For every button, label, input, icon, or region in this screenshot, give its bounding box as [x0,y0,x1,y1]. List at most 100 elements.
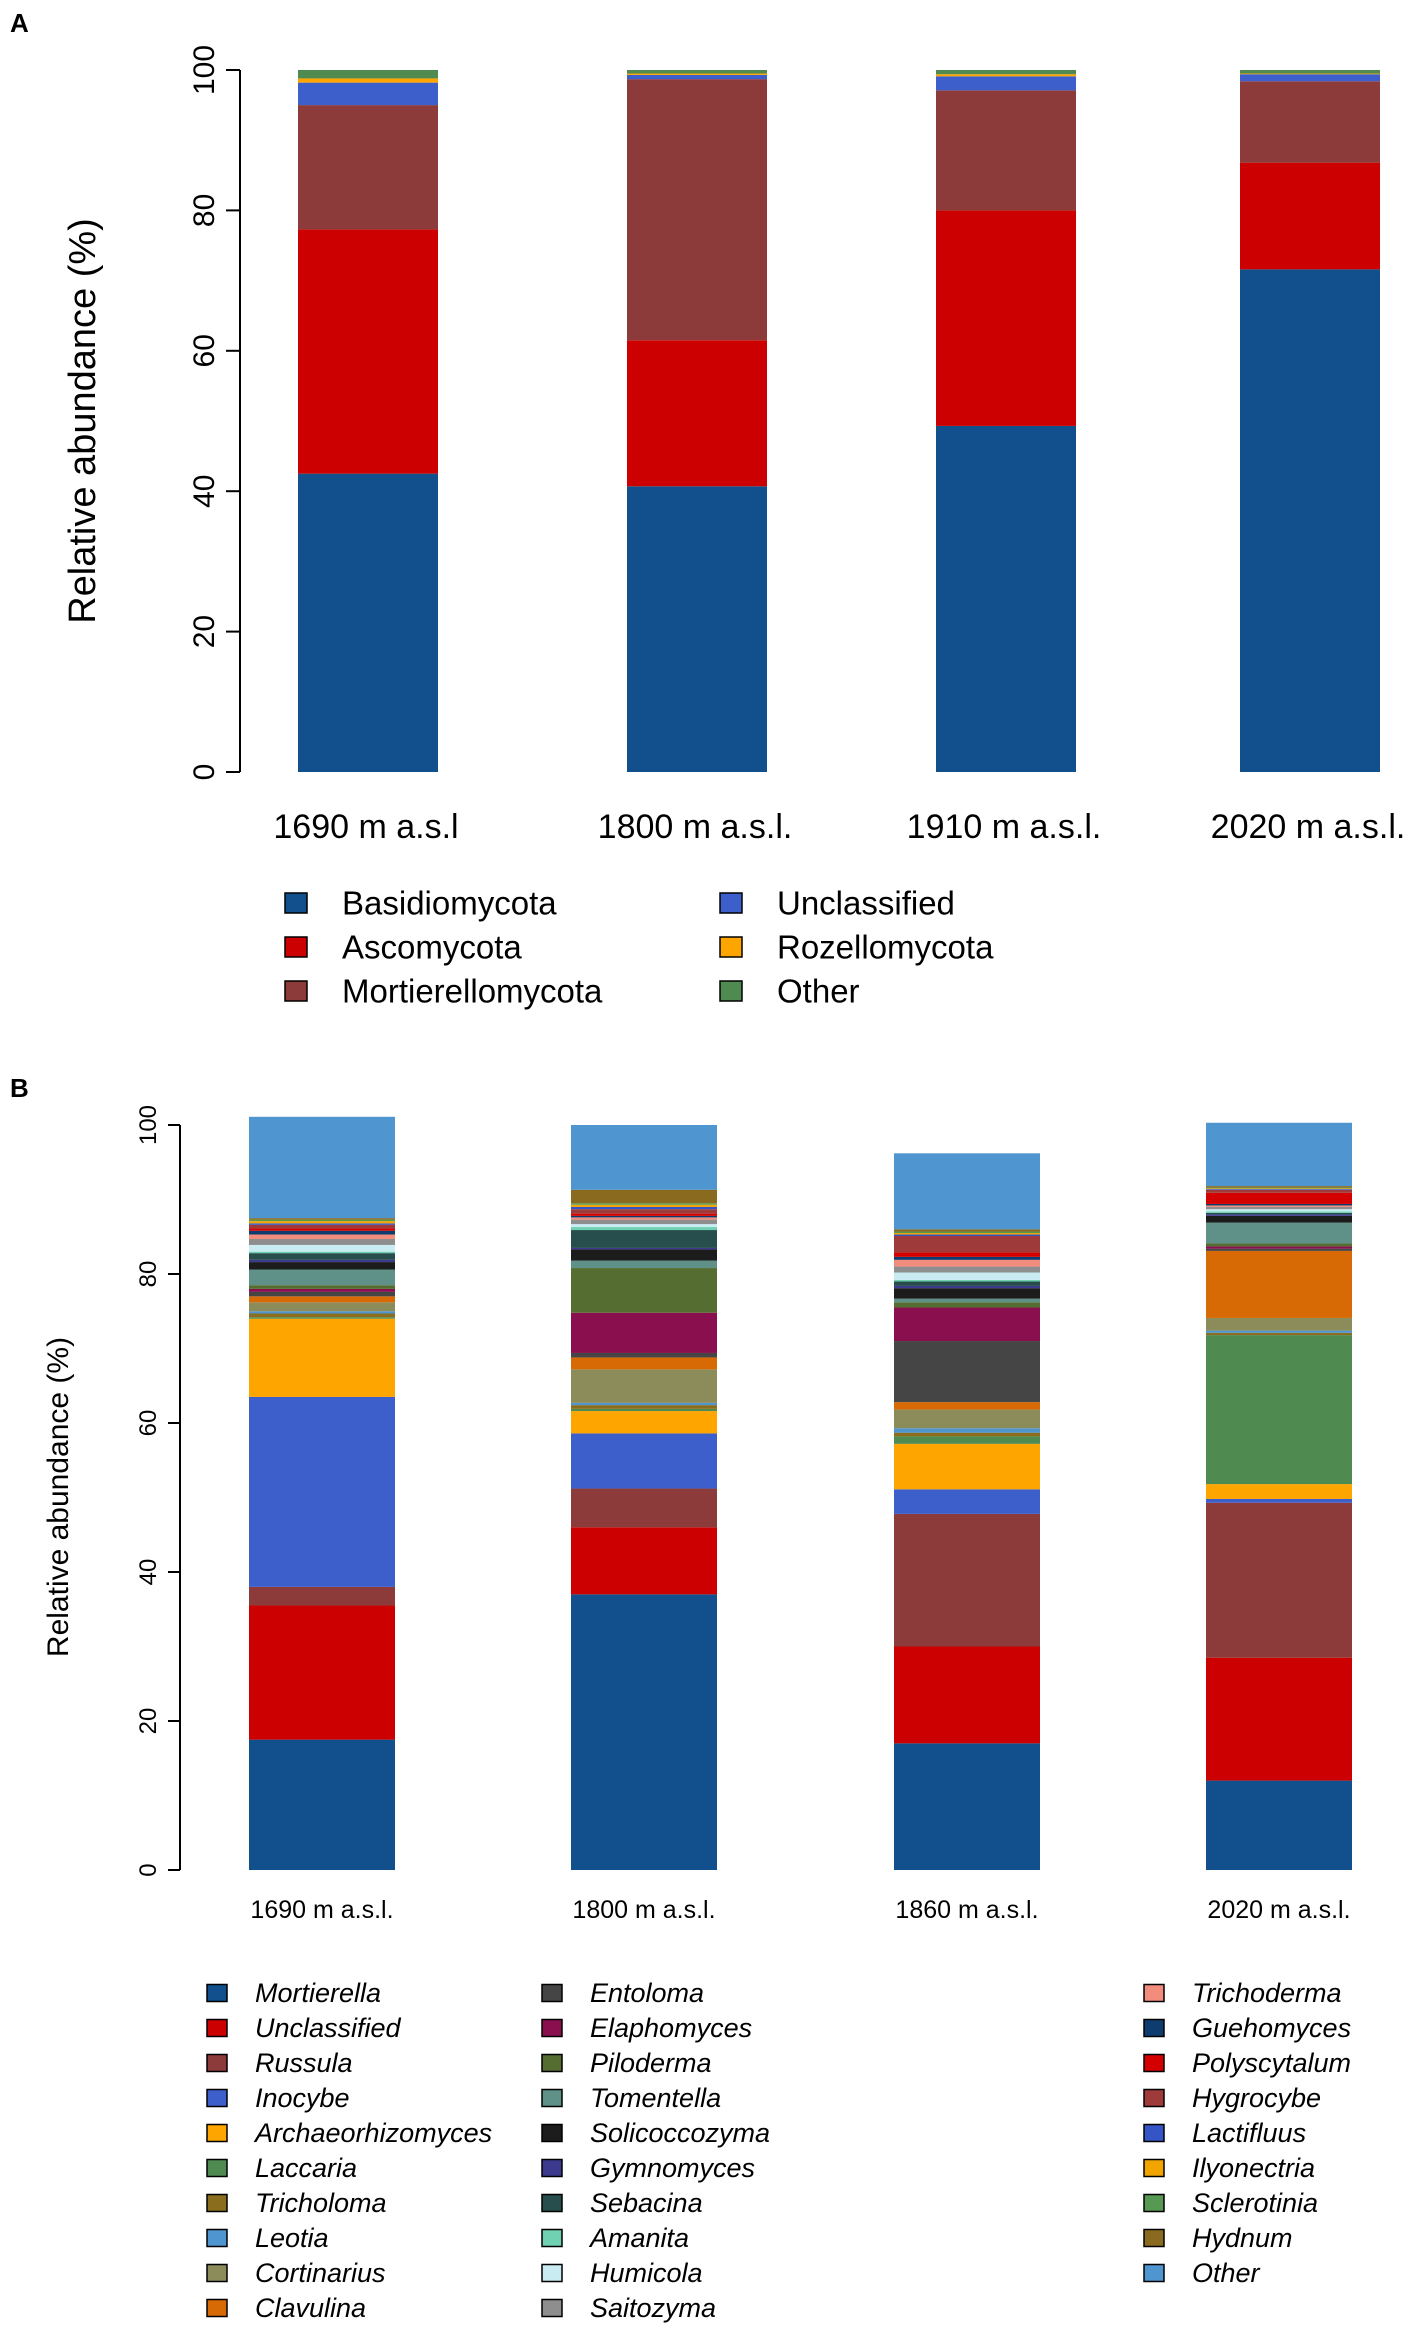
panel-b-bar-segment-hygrocybe-3 [894,1236,1040,1252]
panel-b-bar-segment-elaphomyces-2 [571,1313,717,1353]
panel-b-y-tick-label: 80 [135,1261,162,1288]
panel-b-bar-segment-lactifluus-4 [1206,1189,1352,1190]
panel-b-bar-segment-sebacina-3 [894,1281,1040,1285]
panel-b-bar-segment-other-4 [1206,1123,1352,1186]
panel-b-bar-segment-piloderma-1 [249,1285,395,1289]
panel-b-bar-segment-tricholoma-2 [571,1405,717,1409]
panel-b-legend-swatch-mortierella [207,1985,227,2002]
panel-a-bar-segment-basidiomycota-3 [936,426,1076,772]
panel-b-legend-swatch-polyscytalum [1144,2055,1164,2072]
panel-b-bar-segment-saitozyma-3 [894,1267,1040,1273]
panel-a-bar-segment-other-3 [936,70,1076,74]
panel-b-legend-label-leotia: Leotia [255,2223,329,2253]
panel-a-legend-swatch-ascomycota [285,937,307,957]
panel-a-legend-swatch-mortierellomycota [285,981,307,1001]
panel-b-bar-segment-guehomyces-1 [249,1231,395,1235]
panel-b-chart: 0 20 40 60 80 100 Relative abundance (%) 1690 m… [42,1105,1352,2323]
panel-b-y-tick-label: 60 [135,1410,162,1437]
panel-a-y-axis-title: Relative abundance (%) [62,218,104,624]
panel-b-legend-swatch-entoloma [542,1985,562,2002]
panel-b-bar-segment-lactifluus-1 [249,1223,395,1224]
panel-b-bar-segment-tricholoma-1 [249,1313,395,1317]
panel-b-legend-swatch-sebacina [542,2195,562,2212]
panel-b-bar-segment-inocybe-1 [249,1397,395,1587]
panel-b-bar-segment-gymnomyces-1 [249,1260,395,1262]
panel-a-bar-segment-unclassified-1 [298,83,438,105]
panel-b-bar-segment-clavulina-2 [571,1357,717,1369]
panel-b-bar-segment-amanita-2 [571,1227,717,1230]
panel-b-bar-segment-entoloma-4 [1206,1249,1352,1251]
panel-b-bar-segment-lactifluus-2 [571,1207,717,1209]
panel-b-legend-label-trichoderma: Trichoderma [1192,1978,1342,2008]
panel-b-bar-segment-hygrocybe-1 [249,1225,395,1229]
panel-b-bar-segment-humicola-1 [249,1245,395,1252]
panel-b-legend-swatch-saitozyma [542,2300,562,2317]
panel-b-bar-segment-inocybe-2 [571,1433,717,1488]
panel-b-bar-segment-sebacina-2 [571,1230,717,1248]
panel-b-legend-label-tricholoma: Tricholoma [255,2188,387,2218]
panel-b-bar-segment-leotia-2 [571,1403,717,1405]
panel-b-legend-label-entoloma: Entoloma [590,1978,704,2008]
panel-a-bar-segment-unclassified-3 [936,76,1076,90]
panel-b-bar-segment-russula-3 [894,1514,1040,1647]
panel-a-y-tick-label: 80 [188,194,221,227]
panel-b-bar-segment-entoloma-3 [894,1341,1040,1402]
panel-b-legend-label-guehomyces: Guehomyces [1192,2013,1351,2043]
panel-b-legend-label-hygrocybe: Hygrocybe [1192,2083,1321,2113]
panel-b-bar-segment-lactifluus-3 [894,1235,1040,1236]
panel-letter-a: A [10,8,29,38]
panel-b-category-label: 1800 m a.s.l. [572,1896,715,1924]
panel-b-legend-label-russula: Russula [255,2048,353,2078]
panel-b-bar-segment-other-2 [571,1125,717,1190]
panel-b-bar-segment-trichoderma-4 [1206,1205,1352,1206]
panel-b-category-label: 1860 m a.s.l. [895,1896,1038,1924]
panel-b-legend-label-sebacina: Sebacina [590,2188,703,2218]
panel-b-bar-segment-archaeorhizomyces-2 [571,1411,717,1433]
panel-b-legend-swatch-leotia [207,2230,227,2247]
panel-b-legend-label-tomentella: Tomentella [590,2083,721,2113]
panel-b-bar-segment-cortinarius-3 [894,1410,1040,1429]
panel-b-legend-swatch-hygrocybe [1144,2090,1164,2107]
panel-b-bar-segment-tricholoma-3 [894,1433,1040,1437]
panel-a-category-label: 1690 m a.s.l [273,808,458,846]
panel-b-legend-swatch-guehomyces [1144,2020,1164,2037]
panel-b-legend-swatch-trichoderma [1144,1985,1164,2002]
panel-b-legend-swatch-solicoccozyma [542,2125,562,2142]
panel-b-bar-segment-unclassified-3 [894,1647,1040,1744]
panel-a-category-label: 1800 m a.s.l. [598,808,793,846]
panel-b-bar-segment-sclerotinia-4 [1206,1188,1352,1189]
panel-b-legend-swatch-unclassified [207,2020,227,2037]
panel-b-bar-segment-laccaria-1 [249,1317,395,1318]
panel-b-bar-segment-ilyonectria-4 [1206,1188,1352,1189]
panel-b-bar-segment-unclassified-2 [571,1527,717,1594]
panel-a-bar-segment-other-4 [1240,70,1380,74]
panel-b-bar-segment-gymnomyces-4 [1206,1214,1352,1215]
panel-b-y-tick-label: 20 [135,1708,162,1735]
panel-b-bar-segment-mortierella-2 [571,1594,717,1870]
panel-b-bar-segment-gymnomyces-3 [894,1286,1040,1288]
panel-b-bar-segment-mortierella-3 [894,1743,1040,1870]
panel-b-legend-swatch-archaeorhizomyces [207,2125,227,2142]
panel-a-category-label: 1910 m a.s.l. [907,808,1102,846]
panel-b-bar-segment-solicoccozyma-4 [1206,1216,1352,1223]
panel-b-bar-segment-ilyonectria-3 [894,1233,1040,1234]
panel-a-bar-segment-other-1 [298,70,438,78]
panel-b-bar-segment-hydnum-3 [894,1229,1040,1231]
panel-b-bar-segment-clavulina-3 [894,1402,1040,1409]
panel-b-bar-segment-entoloma-1 [249,1292,395,1296]
panel-a-bar-segment-basidiomycota-4 [1240,269,1380,772]
panel-b-bar-segment-unclassified-4 [1206,1658,1352,1781]
figure: A 020406080100Relative abundance (%)1690… [0,0,1421,2329]
panel-a-legend-swatch-unclassified [720,893,742,913]
panel-b-legend-swatch-clavulina [207,2300,227,2317]
panel-a-bar-segment-ascomycota-2 [627,340,767,486]
panel-b-bar-segment-mortierella-1 [249,1740,395,1870]
panel-b-bar-segment-other-3 [894,1153,1040,1229]
panel-b-bar-segment-archaeorhizomyces-1 [249,1319,395,1397]
panel-a-legend-swatch-basidiomycota [285,893,307,913]
panel-a-y-tick-label: 20 [188,615,221,648]
panel-b-bar-segment-laccaria-2 [571,1409,717,1411]
panel-b-bar-segment-elaphomyces-1 [249,1289,395,1292]
panel-b-bar-segment-amanita-1 [249,1252,395,1253]
panel-b-y-tick-label: 0 [135,1863,162,1876]
